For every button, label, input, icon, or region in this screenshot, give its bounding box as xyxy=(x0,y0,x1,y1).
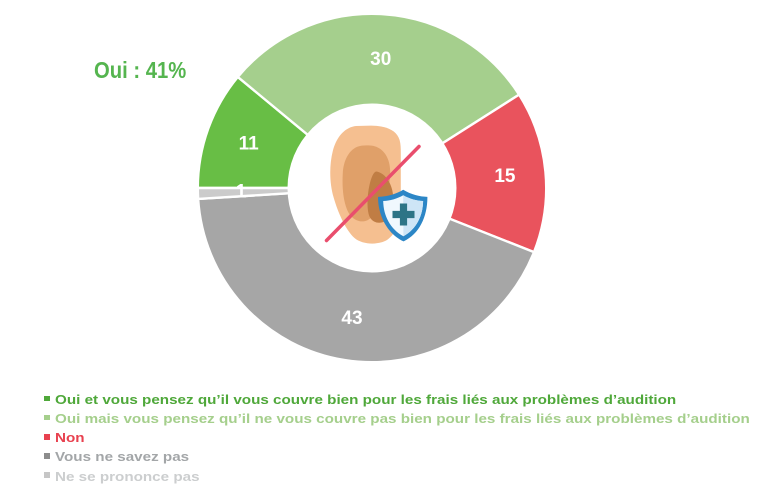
svg-text:1: 1 xyxy=(236,182,247,203)
svg-text:43: 43 xyxy=(341,308,362,329)
svg-text:15: 15 xyxy=(494,166,516,187)
svg-text:30: 30 xyxy=(370,49,391,70)
svg-text:11: 11 xyxy=(239,134,260,155)
